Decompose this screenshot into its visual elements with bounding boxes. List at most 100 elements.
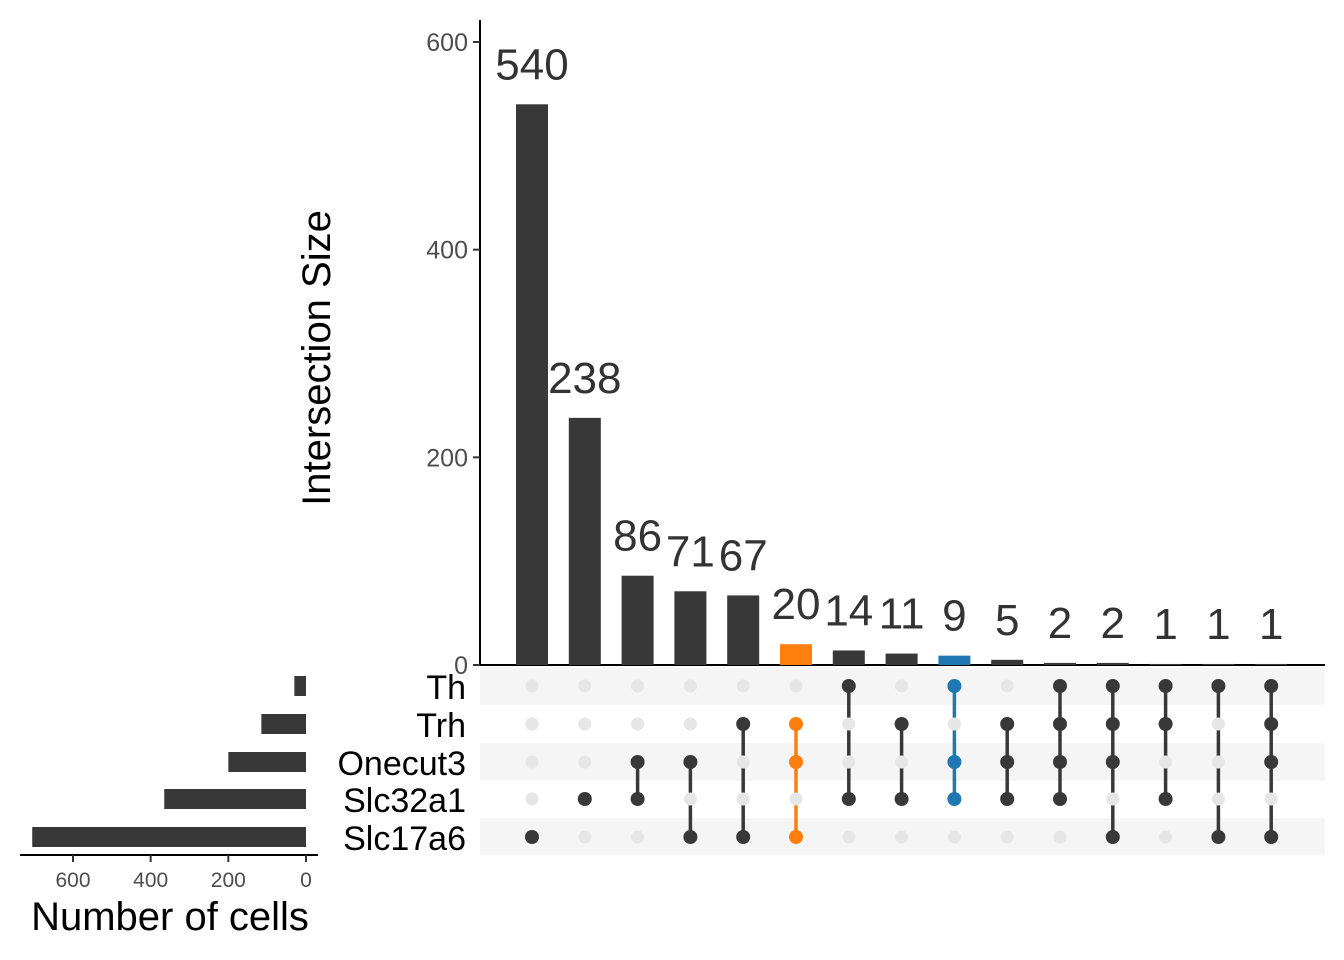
intersection-bar-label: 1 — [1153, 600, 1177, 649]
matrix-dot-empty — [1000, 830, 1014, 844]
matrix-dot-filled — [1000, 792, 1015, 806]
intersection-bar-label: 238 — [548, 354, 621, 403]
matrix-dot-filled — [841, 679, 856, 693]
set-tick-label: 400 — [133, 869, 168, 892]
matrix-dot-empty — [525, 679, 539, 693]
matrix-dot-empty — [683, 792, 697, 806]
matrix-dot-filled — [1158, 717, 1173, 731]
matrix-dot-filled — [1053, 679, 1067, 693]
matrix-dot-filled — [1053, 717, 1067, 731]
matrix-dot-empty — [1211, 717, 1225, 731]
intersection-bar — [727, 595, 760, 665]
matrix-dot-empty — [842, 717, 856, 731]
intersection-bar-label: 11 — [879, 590, 925, 639]
matrix-dot-filled — [1158, 792, 1173, 806]
set-size-bar — [261, 714, 306, 734]
matrix-dot-filled — [841, 792, 856, 806]
set-size-bar — [294, 676, 306, 696]
matrix-dot-filled — [947, 755, 962, 769]
matrix-dot-empty — [1264, 792, 1278, 806]
y-tick-label: 600 — [426, 29, 468, 57]
intersection-bar — [621, 575, 654, 665]
matrix-dot-empty — [683, 717, 697, 731]
set-name-label: Trh — [416, 707, 466, 745]
x-axis-label: Number of cells — [31, 895, 309, 939]
matrix-dot-empty — [895, 679, 909, 693]
matrix-dot-empty — [895, 830, 909, 844]
set-size-axis: 600 400 200 0 — [20, 854, 318, 892]
intersection-bar-label: 9 — [942, 592, 966, 641]
matrix-dot-empty — [789, 679, 803, 693]
y-tick-label: 200 — [426, 444, 468, 472]
matrix-dot-filled — [1105, 717, 1120, 731]
matrix-dot-empty — [1211, 792, 1225, 806]
matrix-dot-filled — [894, 792, 909, 806]
matrix-dot-filled — [1000, 755, 1015, 769]
matrix-dot-empty — [1159, 830, 1173, 844]
matrix-dot-filled — [894, 717, 909, 731]
set-size-bars — [32, 676, 306, 847]
set-size-bar — [164, 789, 306, 809]
matrix-dot-filled — [1053, 755, 1067, 769]
matrix-dot-filled — [1105, 755, 1120, 769]
matrix-dot-empty — [631, 717, 645, 731]
intersection-bar — [674, 591, 707, 665]
matrix-dot-empty — [578, 717, 592, 731]
matrix-dot-filled — [683, 755, 698, 769]
matrix-dot-filled — [1264, 679, 1279, 693]
matrix-dot-empty — [631, 830, 645, 844]
intersection-bar — [938, 655, 971, 665]
matrix-dot-empty — [1053, 830, 1067, 844]
matrix-dot-empty — [525, 755, 539, 769]
matrix-dot-filled — [1264, 717, 1279, 731]
intersection-size-axis: 0 200 400 600 — [426, 20, 1325, 680]
matrix-dot-filled — [736, 717, 751, 731]
matrix-dot-filled — [789, 717, 803, 731]
matrix-dot-empty — [578, 830, 592, 844]
set-name-label: Onecut3 — [337, 745, 466, 783]
intersection-bar — [885, 653, 918, 665]
matrix-dot-filled — [736, 830, 751, 844]
matrix-dot-filled — [1105, 679, 1120, 693]
matrix-dot-filled — [1264, 830, 1279, 844]
matrix-dot-empty — [736, 755, 750, 769]
intersection-bar-label: 2 — [1048, 599, 1072, 648]
intersection-bar-label: 1 — [1206, 600, 1230, 649]
matrix-dot-empty — [578, 679, 592, 693]
intersection-bar — [568, 417, 601, 665]
intersection-bar — [780, 644, 812, 665]
matrix-dot-filled — [630, 755, 645, 769]
y-tick-label: 400 — [426, 237, 468, 265]
matrix-dot-empty — [1106, 792, 1120, 806]
matrix-dot-filled — [630, 792, 645, 806]
matrix-dot-empty — [1159, 755, 1173, 769]
matrix-dot-empty — [947, 830, 961, 844]
matrix-dot-empty — [736, 679, 750, 693]
matrix-dot-empty — [789, 792, 803, 806]
matrix-dot-empty — [842, 755, 856, 769]
set-name-label: Slc32a1 — [343, 782, 466, 820]
intersection-bar — [1255, 663, 1288, 665]
matrix-dot-empty — [683, 679, 697, 693]
set-name-label: Th — [426, 669, 466, 707]
matrix-dot-empty — [631, 679, 645, 693]
intersection-bar-label: 86 — [613, 512, 662, 561]
matrix-dot-filled — [789, 755, 803, 769]
intersection-bar — [1096, 662, 1129, 665]
matrix-dot-empty — [895, 755, 909, 769]
intersection-bar — [516, 104, 548, 666]
matrix-dot-filled — [1105, 830, 1120, 844]
intersection-bar-label: 5 — [995, 596, 1019, 645]
intersection-bar — [1044, 662, 1076, 665]
intersection-bar-label: 540 — [495, 40, 568, 89]
intersection-bar-label: 71 — [666, 527, 715, 576]
intersection-bar-label: 20 — [772, 580, 821, 629]
set-name-label: Slc17a6 — [343, 820, 466, 858]
intersection-bar-label: 1 — [1259, 600, 1283, 649]
set-size-bar — [32, 827, 306, 847]
intersection-bar — [1149, 663, 1182, 665]
intersection-bar-label: 2 — [1101, 599, 1125, 648]
